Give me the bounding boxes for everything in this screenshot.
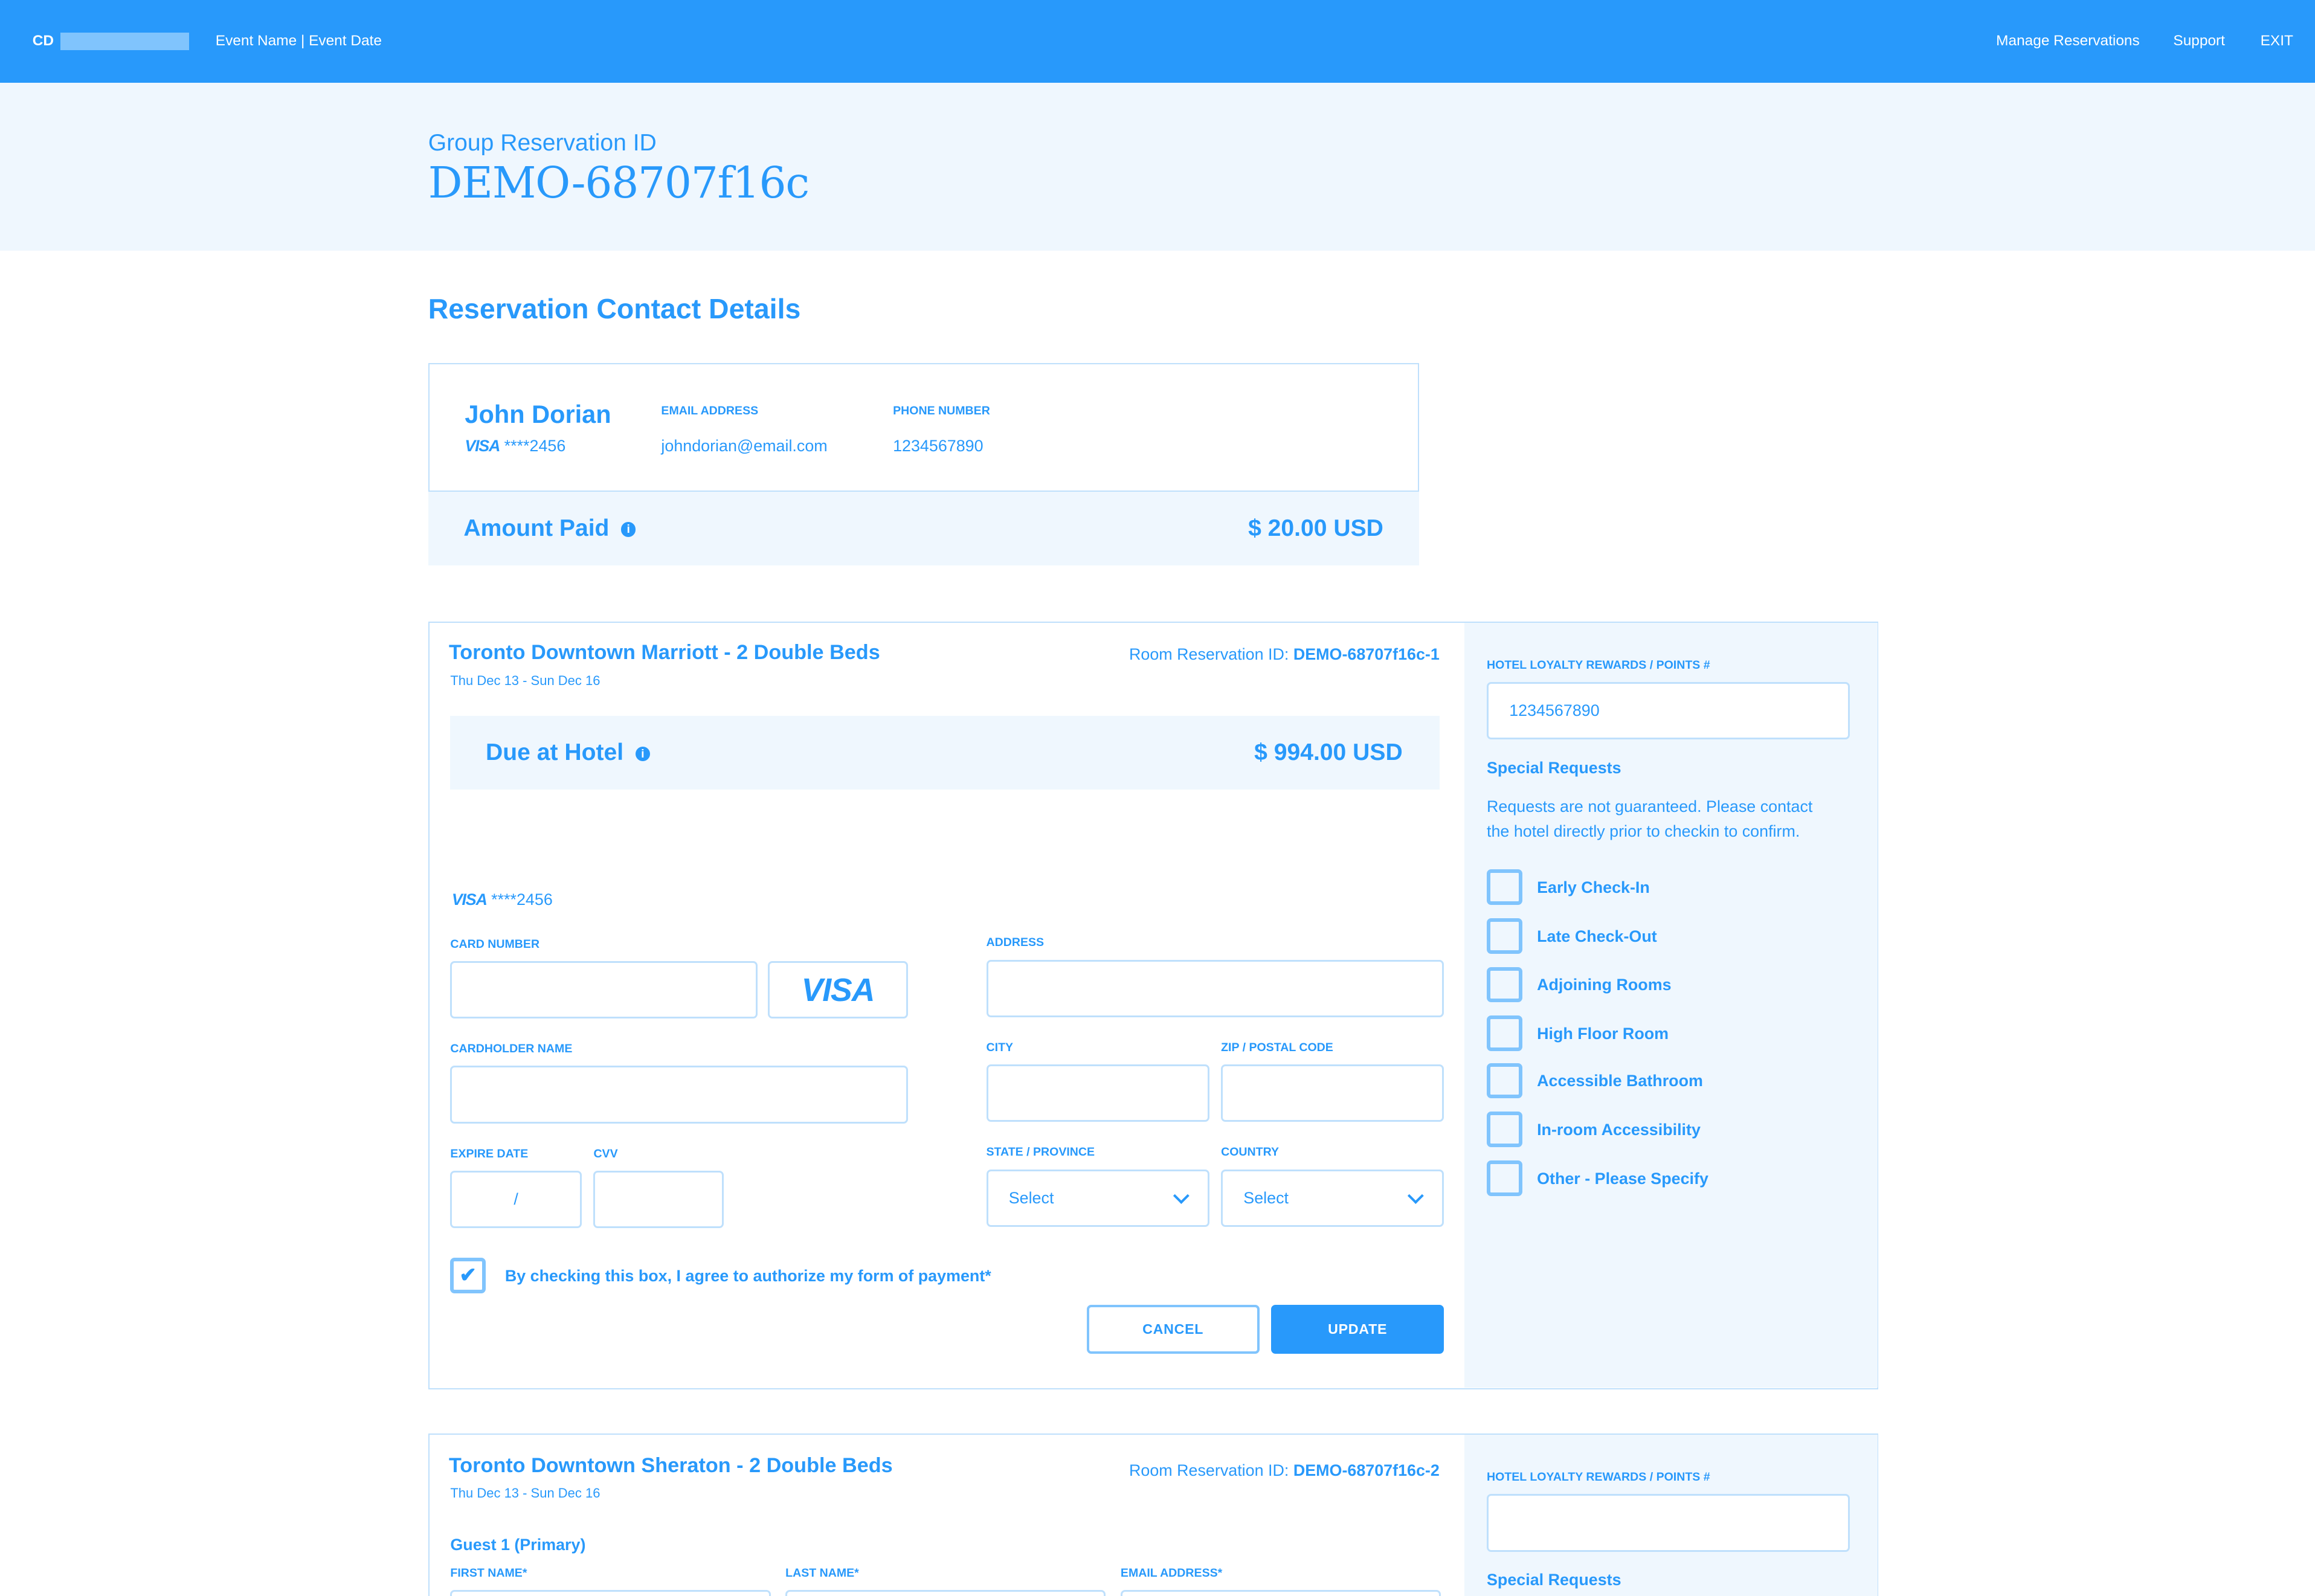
group-id-label: Group Reservation ID xyxy=(428,130,657,156)
last-name-label: LAST NAME* xyxy=(785,1566,859,1580)
request-label: Late Check-Out xyxy=(1537,927,1657,945)
requests-panel xyxy=(1464,622,1878,1388)
visa-icon: VISA xyxy=(465,436,500,455)
cardholder-label: CARDHOLDER NAME xyxy=(450,1042,573,1056)
guest-email-input[interactable] xyxy=(1120,1590,1441,1596)
visa-card-icon: VISA xyxy=(767,960,908,1019)
cardholder-input[interactable] xyxy=(450,1066,908,1124)
card-masked: ****2456 xyxy=(504,436,566,455)
card-number-label: CARD NUMBER xyxy=(450,937,540,951)
card-masked: ****2456 xyxy=(491,890,553,909)
address-input[interactable] xyxy=(986,959,1444,1017)
request-label: In-room Accessibility xyxy=(1537,1120,1701,1139)
loyalty-input[interactable]: 1234567890 xyxy=(1487,682,1850,740)
zip-input[interactable] xyxy=(1221,1064,1444,1122)
email-label: EMAIL ADDRESS xyxy=(661,404,759,418)
request-label: Other - Please Specify xyxy=(1537,1169,1708,1188)
request-checkbox-adjoining-rooms[interactable] xyxy=(1487,967,1522,1003)
due-at-hotel-strip: Due at Hotel i $ 994.00 USD xyxy=(450,716,1440,790)
special-requests-title: Special Requests xyxy=(1487,759,1621,777)
country-label: COUNTRY xyxy=(1221,1145,1280,1159)
zip-label: ZIP / POSTAL CODE xyxy=(1221,1040,1333,1054)
expire-input[interactable]: / xyxy=(450,1171,582,1229)
nav-manage-reservations[interactable]: Manage Reservations xyxy=(1996,32,2140,49)
email-value: johndorian@email.com xyxy=(661,436,828,455)
room-dates: Thu Dec 13 - Sun Dec 16 xyxy=(450,1485,600,1501)
expire-label: EXPIRE DATE xyxy=(450,1147,529,1160)
loyalty-input[interactable] xyxy=(1487,1494,1850,1552)
logo-placeholder xyxy=(60,32,189,51)
reservation-banner: Group Reservation ID DEMO-68707f16c xyxy=(0,82,2315,251)
chevron-down-icon xyxy=(1173,1188,1190,1204)
visa-icon: VISA xyxy=(451,890,488,909)
city-label: CITY xyxy=(986,1040,1014,1054)
request-checkbox-high-floor[interactable] xyxy=(1487,1015,1522,1052)
guest-email-label: EMAIL ADDRESS* xyxy=(1120,1566,1223,1580)
cvv-label: CVV xyxy=(593,1147,618,1160)
authorize-checkbox[interactable]: ✔ xyxy=(450,1258,486,1293)
request-checkbox-early-check-in[interactable] xyxy=(1487,869,1522,906)
last-name-input[interactable] xyxy=(785,1590,1106,1596)
special-requests-title: Special Requests xyxy=(1487,1571,1621,1589)
state-label: STATE / PROVINCE xyxy=(986,1145,1095,1159)
event-name: Event Name | Event Date xyxy=(215,32,382,49)
phone-label: PHONE NUMBER xyxy=(893,404,990,418)
contact-name: John Dorian xyxy=(465,399,611,428)
cvv-input[interactable] xyxy=(593,1171,724,1229)
nav-exit[interactable]: EXIT xyxy=(2260,32,2293,49)
amount-paid-label: Amount Paid xyxy=(463,515,610,541)
loyalty-label: HOTEL LOYALTY REWARDS / POINTS # xyxy=(1487,658,1710,672)
first-name-label: FIRST NAME* xyxy=(450,1566,527,1580)
address-label: ADDRESS xyxy=(986,936,1045,950)
room-title: Toronto Downtown Marriott - 2 Double Bed… xyxy=(448,640,880,664)
cancel-button[interactable]: CANCEL xyxy=(1086,1305,1260,1354)
authorize-label: By checking this box, I agree to authori… xyxy=(504,1266,991,1285)
nav-support[interactable]: Support xyxy=(2173,32,2225,49)
amount-paid-value: $ 20.00 USD xyxy=(1248,515,1383,541)
card-number-input[interactable] xyxy=(450,960,758,1019)
section-title: Reservation Contact Details xyxy=(428,292,801,324)
special-note: Requests are not guaranteed. Please cont… xyxy=(1487,797,1813,816)
contact-card: John Dorian VISA ****2456 EMAIL ADDRESS … xyxy=(428,363,1419,492)
special-note: the hotel directly prior to checkin to c… xyxy=(1487,822,1800,841)
info-icon[interactable]: i xyxy=(620,522,636,537)
phone-value: 1234567890 xyxy=(893,436,984,455)
check-icon: ✔ xyxy=(459,1264,477,1287)
request-label: High Floor Room xyxy=(1537,1025,1669,1043)
info-icon[interactable]: i xyxy=(635,746,651,762)
due-value: $ 994.00 USD xyxy=(1254,739,1403,766)
country-select[interactable]: Select xyxy=(1221,1169,1444,1227)
request-checkbox-in-room-accessibility[interactable] xyxy=(1487,1112,1522,1147)
request-checkbox-other[interactable] xyxy=(1487,1160,1522,1196)
guest-title: Guest 1 (Primary) xyxy=(450,1535,586,1554)
request-checkbox-late-check-out[interactable] xyxy=(1487,918,1522,954)
city-input[interactable] xyxy=(986,1064,1209,1122)
request-label: Early Check-In xyxy=(1537,878,1650,897)
state-select[interactable]: Select xyxy=(986,1169,1209,1227)
update-button[interactable]: UPDATE xyxy=(1271,1305,1444,1354)
request-label: Accessible Bathroom xyxy=(1537,1072,1703,1090)
first-name-input[interactable] xyxy=(450,1590,771,1596)
amount-paid-strip: Amount Paid i $ 20.00 USD xyxy=(428,491,1419,565)
loyalty-label: HOTEL LOYALTY REWARDS / POINTS # xyxy=(1487,1470,1710,1484)
room-reservation-id: Room Reservation ID: DEMO-68707f16c-2 xyxy=(1129,1461,1440,1480)
chevron-down-icon xyxy=(1408,1188,1424,1204)
group-id: DEMO-68707f16c xyxy=(428,158,810,208)
top-nav: CD Event Name | Event Date Manage Reserv… xyxy=(0,0,2315,83)
due-label: Due at Hotel xyxy=(486,739,624,766)
request-checkbox-accessible-bathroom[interactable] xyxy=(1487,1063,1522,1099)
room-title: Toronto Downtown Sheraton - 2 Double Bed… xyxy=(448,1454,893,1478)
room-dates: Thu Dec 13 - Sun Dec 16 xyxy=(450,673,600,689)
logo: CD xyxy=(32,32,54,49)
room-reservation-id: Room Reservation ID: DEMO-68707f16c-1 xyxy=(1129,645,1440,663)
request-label: Adjoining Rooms xyxy=(1537,976,1672,994)
